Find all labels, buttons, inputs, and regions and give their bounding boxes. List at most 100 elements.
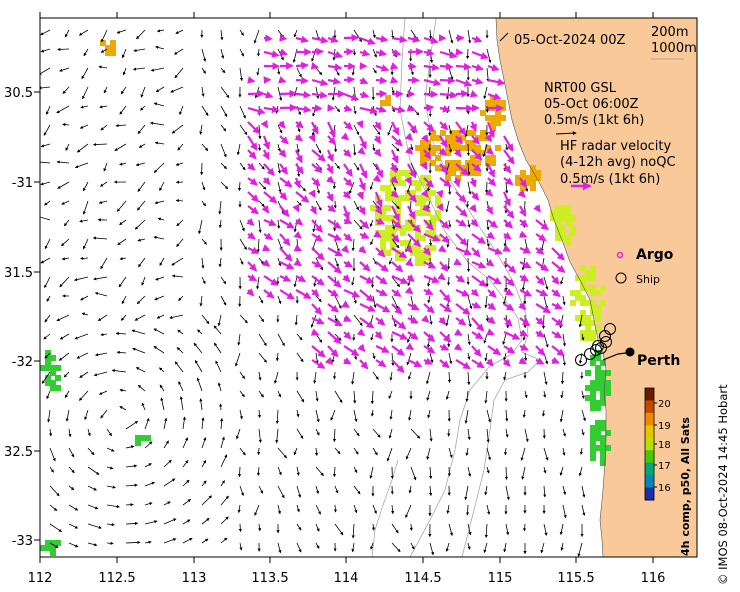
sst-pixel [55,540,61,546]
radar-arrow [261,205,270,214]
sst-pixel [415,185,421,191]
radar-arrow [486,121,495,139]
radar-arrow [327,275,342,288]
model-arrow [46,105,51,115]
radar-arrow [278,149,287,158]
radar-arrow [375,317,386,326]
radar-arrow [551,331,563,339]
model-arrow [196,377,203,392]
model-arrow [562,333,566,347]
model-arrow [296,542,302,553]
model-arrow [486,504,491,515]
model-arrow [372,428,381,438]
sst-pixel [530,170,536,176]
lon-tick-label: 114.5 [404,571,441,586]
radar-arrow [471,301,482,309]
model-arrow [334,67,340,76]
model-arrow [156,29,165,33]
model-arrow [277,181,282,193]
radar-arrow [471,345,482,357]
model-arrow [467,523,472,536]
model-arrow [56,105,70,114]
model-arrow [277,48,284,61]
sst-pixel [420,150,426,156]
radar-arrow [359,231,370,239]
sst-pixel [395,170,401,176]
model-arrow [467,352,471,360]
model-arrow [163,501,171,506]
radar-arrow [279,261,295,270]
model-arrow [353,143,357,156]
radar-arrow [390,149,399,164]
radar-arrow [455,78,473,87]
sst-pixel [495,145,501,151]
radar-arrow [261,244,271,252]
model-arrow [58,352,70,361]
sst-pixel [485,115,491,121]
model-arrow [277,542,282,554]
radar-arrow [279,163,288,175]
model-arrow [141,276,146,286]
radar-arrow [455,233,468,246]
sst-pixel [430,150,436,156]
sst-pixel [400,230,406,236]
radar-arrow [391,345,405,356]
model-arrow [428,29,433,40]
radar-arrow [311,78,329,87]
model-arrow [257,409,262,419]
model-arrow [68,523,79,529]
model-arrow [68,447,75,458]
model-arrow [236,143,241,156]
model-arrow [74,162,89,169]
radar-arrow [374,191,383,208]
model-arrow [503,238,507,247]
model-arrow [160,397,165,411]
model-arrow [61,257,70,261]
radar-arrow [453,148,462,158]
sst-pixel [585,300,591,306]
radar-arrow [295,120,304,129]
model-arrow [256,48,261,57]
radar-arrow [391,205,400,222]
sst-pixel [600,300,606,306]
radar-arrow [485,258,495,267]
sst-pixel [465,140,471,146]
model-arrow [57,47,70,51]
model-arrow [486,67,490,83]
model-arrow [237,466,242,478]
sst-pixel [565,205,571,211]
model-arrow [237,504,241,514]
radar-arrow [293,231,302,239]
radar-arrow [343,75,356,84]
sst-pixel [425,230,431,236]
sst-pixel [530,165,536,171]
model-arrow [332,428,337,443]
sst-pixel [590,400,596,406]
model-arrow [486,447,491,461]
radar-arrow [484,188,494,197]
model-arrow [220,48,225,59]
model-arrow [353,466,358,474]
lat-tick-label: 30.5 [4,86,33,101]
model-arrow [315,485,320,495]
model-arrow [334,162,340,169]
model-arrow [429,352,434,364]
radar-arrow [343,177,354,187]
sst-pixel [370,205,376,211]
model-arrow [581,333,585,341]
model-arrow [220,67,226,74]
radar-arrow [407,233,421,248]
model-arrow [315,333,323,343]
model-arrow [523,523,527,532]
radar-arrow [502,358,511,368]
sst-pixel [45,545,51,551]
radar-arrow [518,205,527,217]
model-arrow [370,542,374,550]
radar-arrow [533,204,541,213]
sst-pixel [430,130,436,136]
model-arrow [117,238,127,246]
radar-arrow [311,163,323,174]
model-arrow [76,352,89,359]
model-arrow [46,390,51,400]
sst-pixel [500,100,506,106]
